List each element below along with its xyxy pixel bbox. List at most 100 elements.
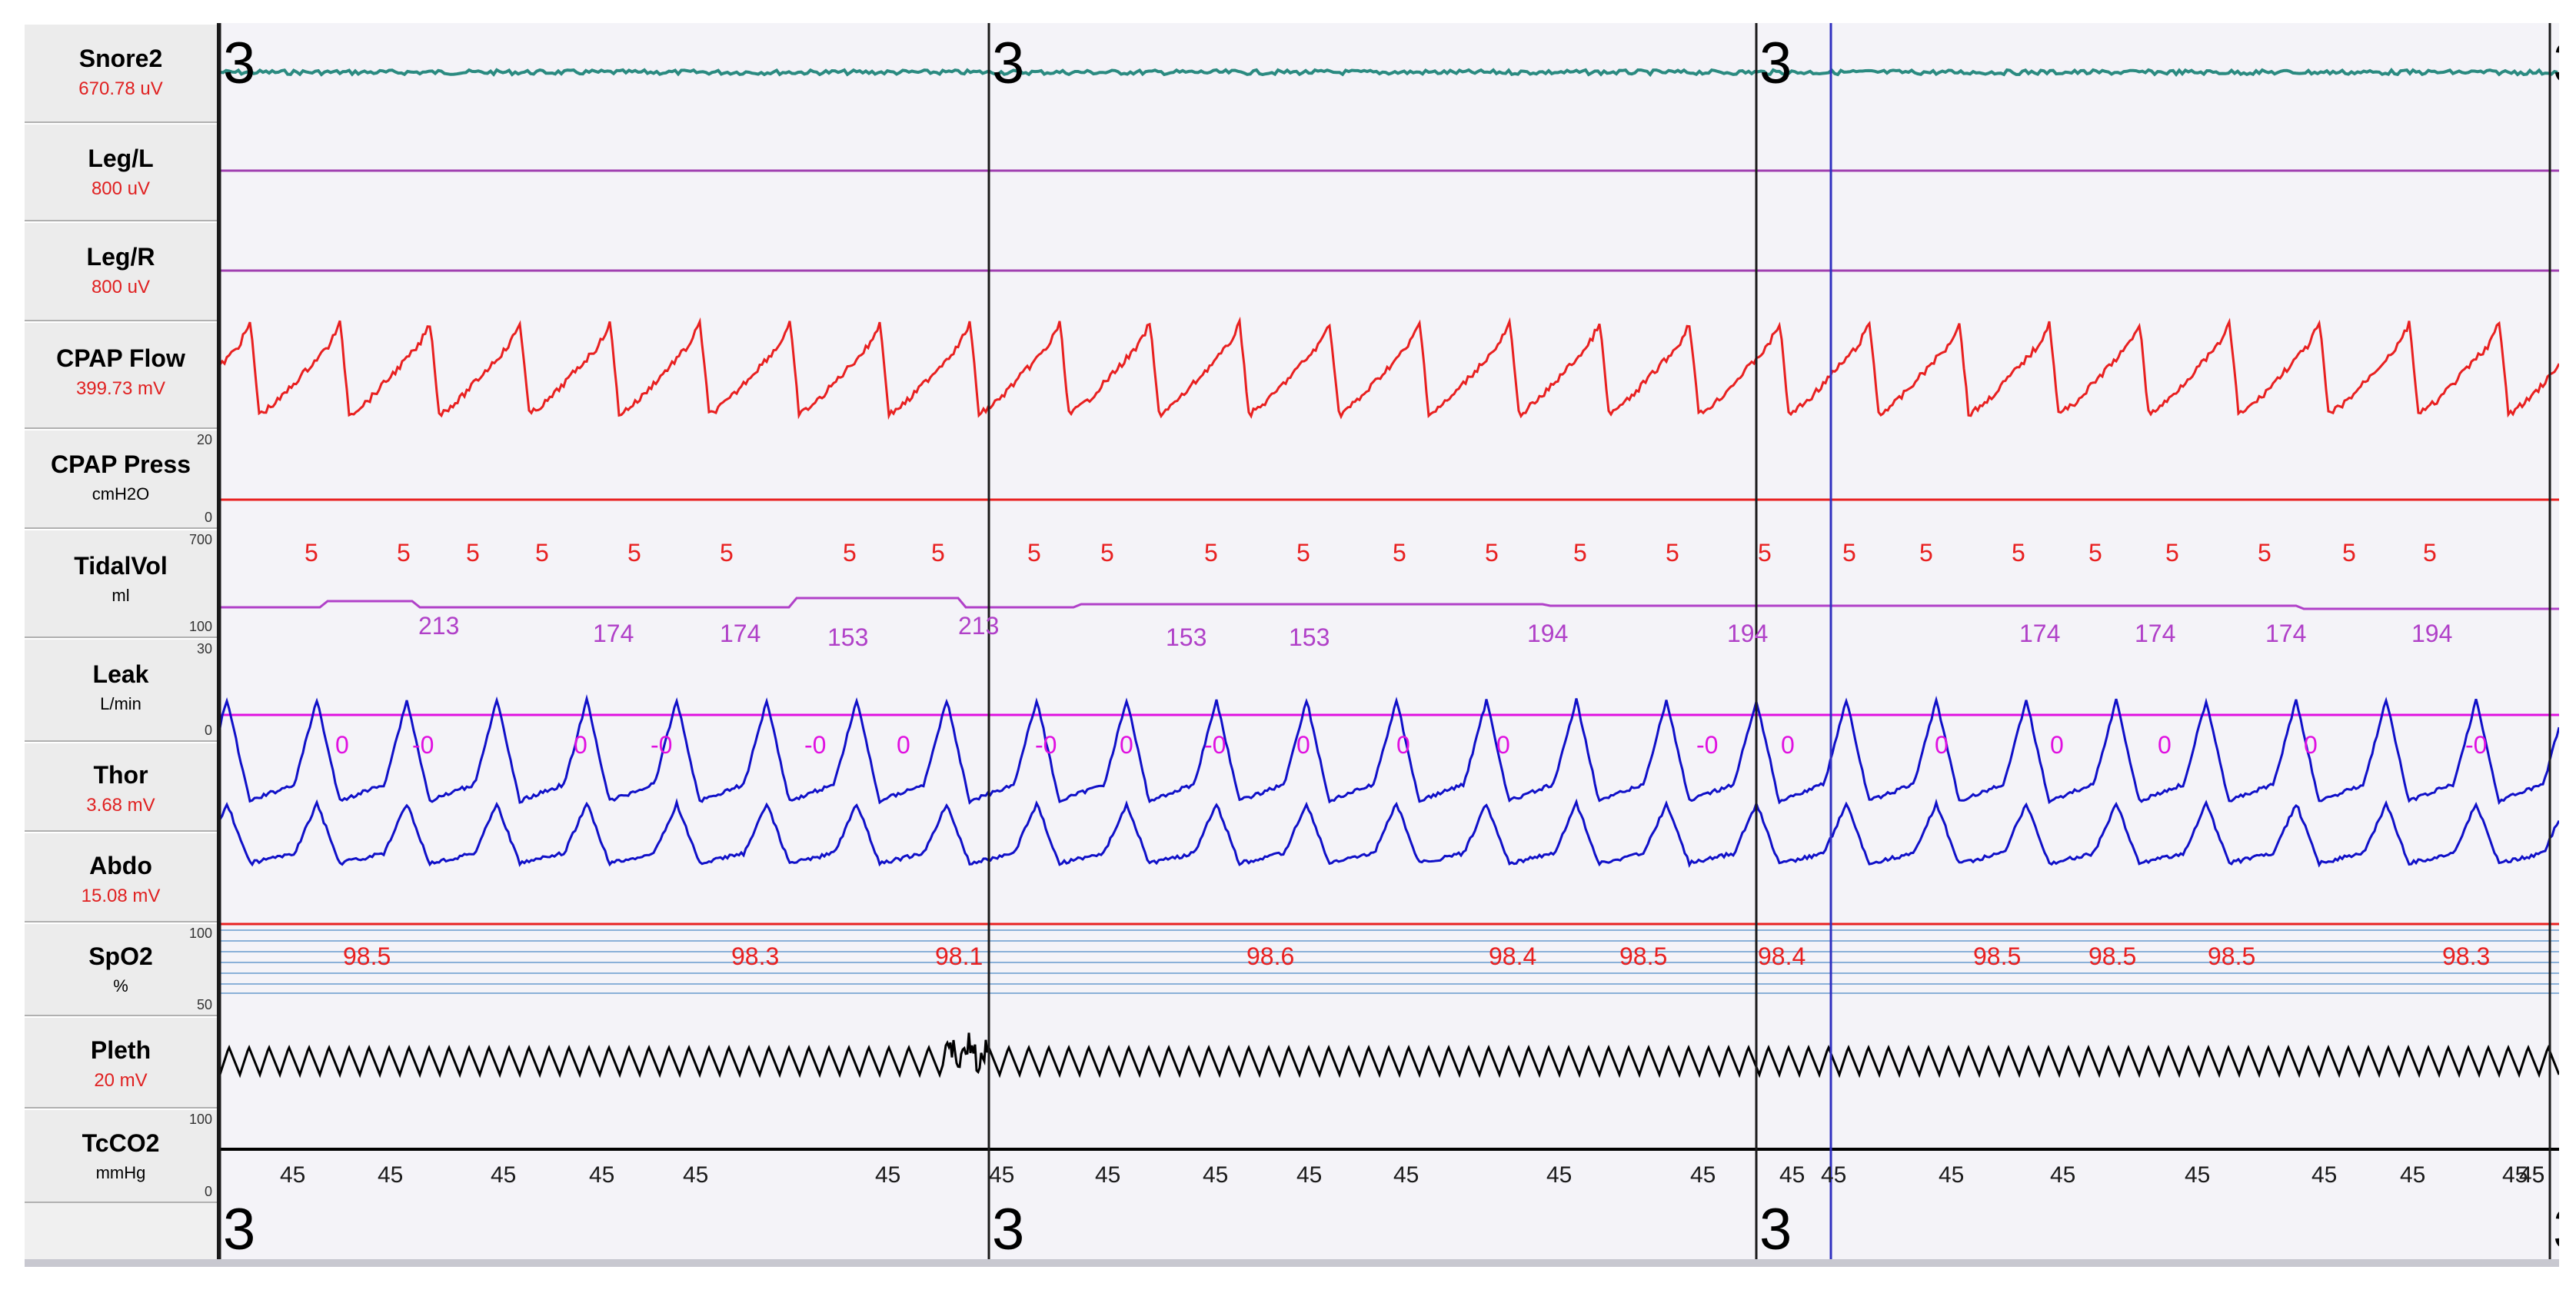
cpap-press-value: 5: [2423, 539, 2437, 567]
channel-name: CPAP Flow: [56, 344, 185, 372]
spo2-value: 98.3: [731, 942, 779, 970]
tcco2-value: 45: [2519, 1162, 2544, 1188]
channel-name: Pleth: [90, 1036, 151, 1064]
thor-value: 0: [574, 731, 587, 759]
channel-value: 3.68 mV: [86, 795, 155, 816]
thor-value: 0: [2050, 731, 2064, 759]
thor-value: -0: [804, 731, 826, 759]
epoch-number-top: 3: [1759, 31, 1792, 96]
cpap-press-value: 5: [1919, 539, 1933, 567]
tcco2-value: 45: [2185, 1162, 2210, 1188]
polysomnography-viewer: Snore2 670.78 uV Leg/L 800 uV Leg/R 800 uV CPA…: [25, 23, 2576, 1267]
tcco2-value: 45: [989, 1162, 1014, 1188]
channel-label-snore2[interactable]: Snore2 670.78 uV: [25, 23, 217, 123]
scale-bottom-label: 0: [204, 1184, 212, 1199]
tcco2-value: 45: [1296, 1162, 1322, 1188]
tidal-vol-value: 153: [1166, 623, 1206, 651]
tcco2-value: 45: [1393, 1162, 1419, 1188]
thor-value: 0: [2158, 731, 2172, 759]
cpap-press-value: 5: [720, 539, 734, 567]
tcco2-value: 45: [1690, 1162, 1716, 1188]
epoch-number-top: 3: [992, 31, 1024, 96]
channel-name: TidalVol: [74, 552, 168, 580]
tcco2-value: 45: [1546, 1162, 1572, 1188]
thor-value: 0: [1120, 731, 1133, 759]
channel-name: Leg/L: [88, 144, 154, 172]
spo2-value: 98.6: [1246, 942, 1294, 970]
cpap-press-value: 5: [843, 539, 857, 567]
thor-value: -0: [1204, 731, 1226, 759]
channel-value: 800 uV: [91, 277, 151, 297]
signal-traces-svg: 3 3 3 3 3 3 3 3 5 5 5 5 5 5 5 5 5 5 5 5 5 5 5 5 5 5 5 5 5 5 5 5 5 213 174 1…: [218, 23, 2576, 1262]
cpap-press-value: 5: [931, 539, 945, 567]
tidal-vol-value: 213: [958, 612, 999, 640]
channel-value: cmH2O: [92, 484, 150, 504]
tcco2-value: 45: [2519, 1162, 2544, 1188]
channel-label-abdo[interactable]: Abdo 15.08 mV: [25, 832, 217, 922]
epoch-number-bottom: 3: [2553, 1197, 2559, 1261]
spo2-value: 98.5: [1619, 942, 1667, 970]
channel-label-panel: Snore2 670.78 uV Leg/L 800 uV Leg/R 800 uV CPA…: [25, 23, 220, 1261]
tidal-vol-value: 153: [827, 623, 868, 651]
horizontal-scrollbar[interactable]: [25, 1259, 2559, 1267]
thor-trace: [218, 694, 2561, 806]
channel-label-thor[interactable]: Thor 3.68 mV: [25, 742, 217, 832]
cpap-press-value: 5: [1842, 539, 1856, 567]
channel-label-spo2[interactable]: SpO2% 100 50: [25, 922, 217, 1016]
tidal-vol-value: 174: [2019, 620, 2060, 647]
thor-value: -0: [2465, 731, 2487, 759]
cpap-press-value: 5: [2088, 539, 2102, 567]
channel-name: Thor: [93, 761, 148, 789]
cpap-press-value: 5: [2012, 539, 2025, 567]
tcco2-value: 45: [589, 1162, 614, 1188]
channel-label-leg-r[interactable]: Leg/R 800 uV: [25, 221, 217, 321]
channel-label-tidalvol[interactable]: TidalVol ml 700 100: [25, 529, 217, 638]
tcco2-value: 45: [1203, 1162, 1228, 1188]
tcco2-value: 45: [2502, 1162, 2528, 1188]
thor-value: 0: [1496, 731, 1510, 759]
epoch-number-top: 3: [223, 31, 255, 96]
channel-label-tcco2[interactable]: TcCO2 mmHg 100 0: [25, 1109, 217, 1203]
thor-value: -0: [412, 731, 434, 759]
tcco2-value: 45: [875, 1162, 900, 1188]
tidal-vol-value: 194: [1527, 620, 1568, 647]
channel-label-cpap-press[interactable]: CPAP Press cmH2O 20 0: [25, 429, 217, 529]
tcco2-value: 45: [2400, 1162, 2425, 1188]
channel-label-pleth[interactable]: Pleth 20 mV: [25, 1016, 217, 1109]
channel-value: L/min: [100, 694, 141, 713]
scale-bottom-label: 50: [196, 997, 212, 1012]
spo2-value: 98.5: [2208, 942, 2255, 970]
tidal-vol-trace: [220, 597, 2559, 610]
channel-name: Leg/R: [86, 243, 155, 271]
tidal-vol-value: 194: [2411, 620, 2452, 647]
signal-trace-area[interactable]: 3 3 3 3 3 3 3 3 5 5 5 5 5 5 5 5 5 5 5 5 5 5 5 5 5 5 5 5 5 5 5 5 5 213 174 1…: [218, 23, 2576, 1262]
thor-value: -0: [1696, 731, 1718, 759]
channel-label-leg-l[interactable]: Leg/L 800 uV: [25, 123, 217, 221]
spo2-value: 98.5: [2088, 942, 2136, 970]
thor-value: 0: [2304, 731, 2318, 759]
spo2-value: 98.4: [1489, 942, 1536, 970]
channel-value: 399.73 mV: [75, 378, 166, 399]
spo2-value: 98.5: [1973, 942, 2021, 970]
channel-label-leak[interactable]: Leak L/min 30 0: [25, 638, 217, 742]
tcco2-value: 45: [1779, 1162, 1805, 1188]
thor-value: 0: [335, 731, 349, 759]
cpap-press-value: 5: [2165, 539, 2179, 567]
channel-value: 800 uV: [91, 178, 151, 199]
spo2-value: 98.4: [1758, 942, 1806, 970]
spo2-value: 98.5: [343, 942, 391, 970]
cpap-press-value: 5: [397, 539, 411, 567]
tidal-vol-value: 194: [1727, 620, 1768, 647]
snore-trace: [218, 67, 2558, 78]
thor-value: -0: [1035, 731, 1057, 759]
channel-value: 20 mV: [94, 1070, 148, 1091]
channel-value: 670.78 uV: [78, 78, 163, 99]
epoch-number-bottom: 3: [223, 1197, 255, 1261]
thor-value: 0: [897, 731, 910, 759]
cpap-press-value: 5: [627, 539, 641, 567]
tidal-vol-value: 153: [1289, 623, 1330, 651]
cpap-press-value: 5: [1573, 539, 1587, 567]
tcco2-value: 45: [1095, 1162, 1120, 1188]
channel-label-cpap-flow[interactable]: CPAP Flow 399.73 mV: [25, 321, 217, 429]
cpap-press-value: 5: [2342, 539, 2356, 567]
